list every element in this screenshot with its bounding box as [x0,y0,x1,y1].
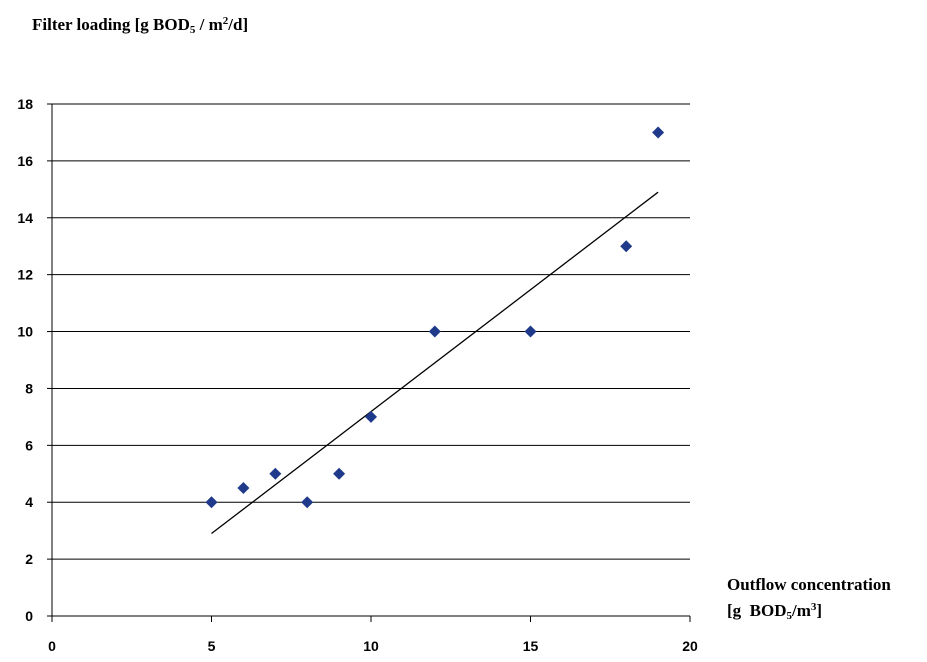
y-tick-label-18: 18 [17,96,33,112]
data-point-2 [237,482,250,494]
y-axis-title-sub: 5 [189,24,196,36]
data-point-10 [652,126,665,139]
data-point-8 [524,325,537,338]
y-tick-label-12: 12 [17,267,33,283]
y-axis-title-middle: / m [195,15,223,34]
data-points [205,126,665,509]
data-point-1 [205,496,218,509]
y-axis-title: Filter loading [g BOD5 / m2/d] [32,15,248,36]
y-axis-title-sup: 2 [222,15,229,27]
y-tick-label-2: 2 [25,551,33,567]
x-axis-title-line2: [g BOD5/m3] [727,596,891,627]
data-point-4 [301,496,314,509]
x-axis-title: Outflow concentration [g BOD5/m3] [727,574,891,627]
x-axis-title-line2-suffix: ] [816,601,823,620]
data-point-9 [620,240,633,253]
y-tick-label-6: 6 [25,437,33,453]
x-tick-label-15: 15 [523,638,539,654]
linear-trendline [211,191,659,535]
x-axis-title-line2-middle: /m [792,601,811,620]
x-axis-title-line1: Outflow concentration [727,575,891,594]
x-axis-title-line2-sub: 5 [786,610,793,622]
y-axis-title-suffix: /d] [228,15,249,34]
x-tick-label-0: 0 [48,638,56,654]
data-point-7 [428,325,441,338]
y-tick-label-14: 14 [17,210,33,226]
y-tick-label-8: 8 [25,380,33,396]
y-tick-label-4: 4 [25,494,33,510]
y-tick-label-16: 16 [17,153,33,169]
x-tick-label-5: 5 [208,638,216,654]
y-tick-label-10: 10 [17,324,33,340]
trendline-layer [211,191,659,535]
data-point-3 [269,467,282,480]
x-tick-label-10: 10 [363,638,379,654]
axes [47,103,691,622]
data-point-6 [365,410,377,423]
tick-labels: 0 2 4 6 8 10 12 14 16 18 0 5 10 15 20 [17,96,698,654]
x-tick-label-20: 20 [682,638,698,654]
grid-lines [52,103,690,560]
data-point-5 [333,467,346,480]
x-axis-title-line2-prefix: [g BOD [727,601,787,620]
y-tick-label-0: 0 [25,608,33,624]
x-axis-title-line2-sup: 3 [810,601,817,613]
y-axis-title-prefix: Filter loading [g BOD [32,15,190,34]
